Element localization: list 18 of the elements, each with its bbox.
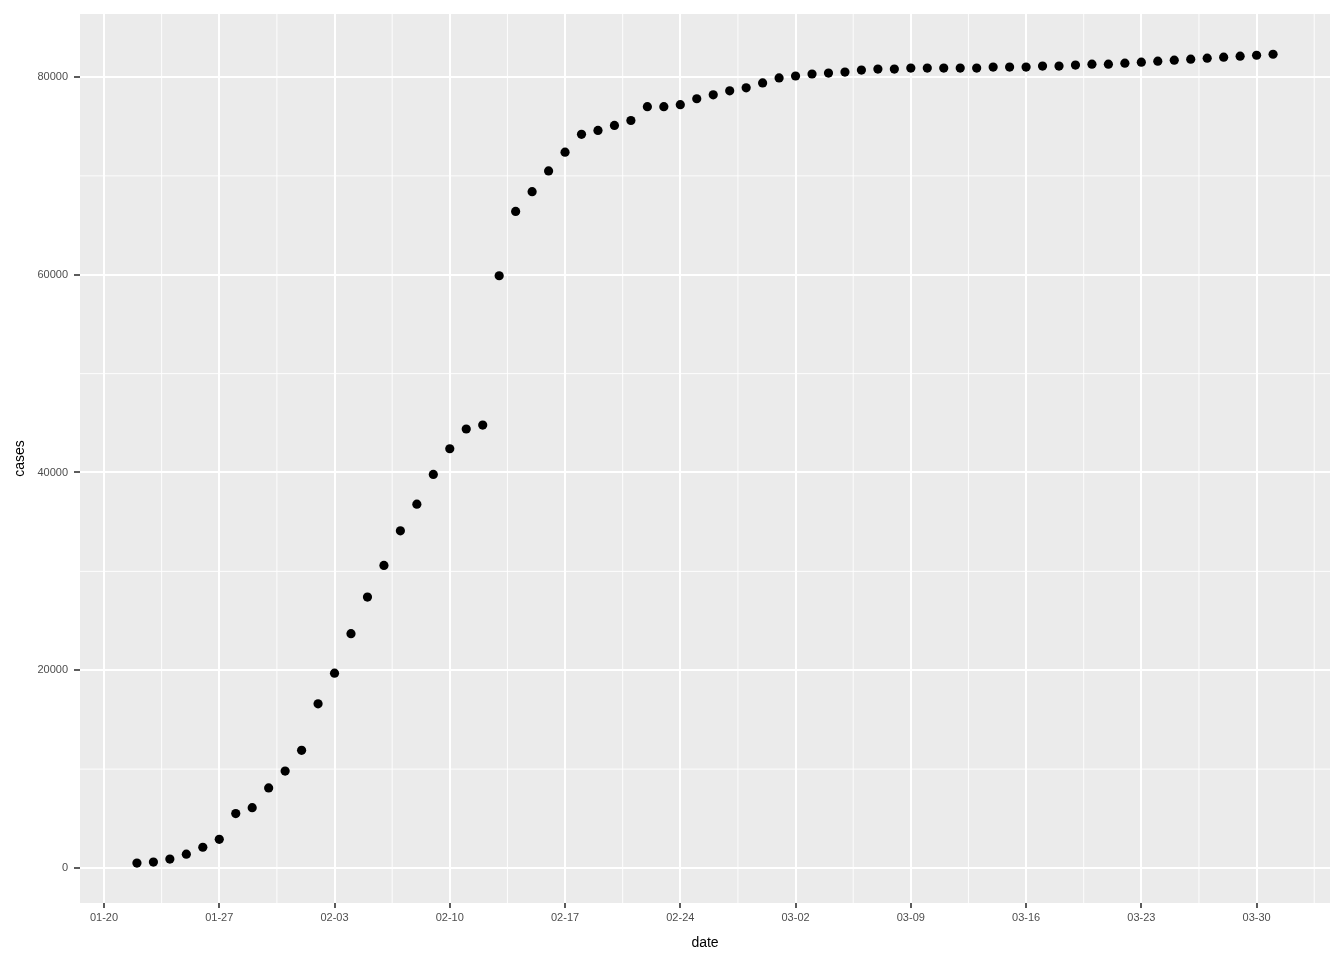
x-tick-label: 02-10 bbox=[435, 910, 464, 923]
y-tick-label: 80000 bbox=[37, 70, 68, 83]
x-tick-label: 03-16 bbox=[1012, 910, 1041, 923]
x-tick-label: 03-09 bbox=[896, 910, 925, 923]
y-tick-label: 20000 bbox=[37, 663, 68, 676]
x-tick-label: 03-02 bbox=[781, 910, 810, 923]
x-tick-label: 01-20 bbox=[89, 910, 119, 923]
x-tick-label: 03-30 bbox=[1242, 910, 1271, 923]
y-tick-label: 60000 bbox=[37, 267, 68, 280]
y-tick-label: 0 bbox=[61, 861, 68, 874]
x-tick-label: 02-03 bbox=[320, 910, 349, 923]
x-axis-title: date bbox=[691, 934, 719, 951]
x-tick-label: 03-23 bbox=[1127, 910, 1156, 923]
y-axis-title: cases bbox=[11, 440, 28, 477]
y-tick-label: 40000 bbox=[37, 465, 68, 478]
x-tick-label: 02-17 bbox=[550, 910, 580, 923]
x-tick-label: 02-24 bbox=[666, 910, 695, 923]
x-tick-label: 01-27 bbox=[205, 910, 234, 923]
